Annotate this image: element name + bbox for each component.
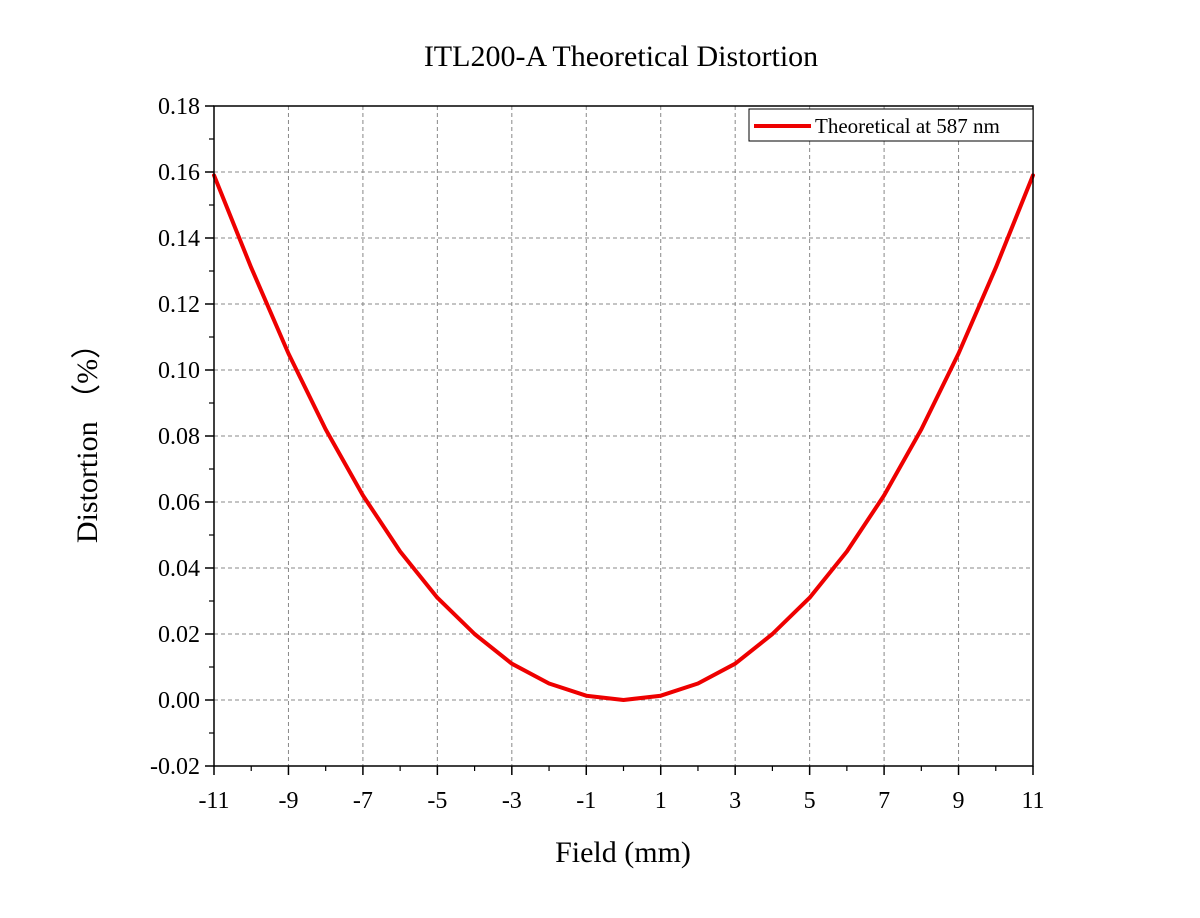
x-tick-label: 9 bbox=[953, 788, 965, 814]
x-tick-label: 7 bbox=[878, 788, 890, 814]
x-axis-label: Field (mm) bbox=[555, 836, 691, 869]
x-tick-label: -11 bbox=[198, 788, 229, 814]
x-tick-label: 3 bbox=[729, 788, 741, 814]
y-tick-labels: -0.02 0.00 0.02 0.04 0.06 0.08 0.10 0.12 0.14 0.1… bbox=[150, 94, 200, 780]
axis-ticks bbox=[205, 105, 1034, 775]
x-tick-labels: -11 -9 -7 -5 -3 -1 1 3 5 7 9 11 bbox=[198, 788, 1044, 814]
y-tick-label: -0.02 bbox=[150, 754, 200, 780]
x-tick-label: -5 bbox=[427, 788, 447, 814]
x-tick-label: -3 bbox=[502, 788, 522, 814]
x-tick-label: 5 bbox=[804, 788, 816, 814]
y-tick-label: 0.14 bbox=[158, 226, 200, 252]
y-tick-label: 0.06 bbox=[158, 490, 200, 516]
y-tick-label: 0.08 bbox=[158, 424, 200, 450]
y-tick-label: 0.18 bbox=[158, 94, 200, 120]
x-tick-label: -7 bbox=[353, 788, 373, 814]
chart-title: ITL200-A Theoretical Distortion bbox=[424, 40, 818, 73]
x-tick-label: -1 bbox=[576, 788, 596, 814]
y-tick-label: 0.10 bbox=[158, 358, 200, 384]
series-line-theoretical bbox=[212, 173, 1035, 702]
y-axis-label: Distortion （%） bbox=[71, 329, 104, 543]
y-tick-label: 0.00 bbox=[158, 688, 200, 714]
y-tick-label: 0.02 bbox=[158, 622, 200, 648]
legend: Theoretical at 587 nm bbox=[748, 108, 1034, 142]
x-tick-label: 1 bbox=[655, 788, 667, 814]
x-tick-label: -9 bbox=[278, 788, 298, 814]
y-tick-label: 0.12 bbox=[158, 292, 200, 318]
grid-lines bbox=[214, 106, 1033, 766]
x-tick-label: 11 bbox=[1021, 788, 1044, 814]
y-tick-label: 0.16 bbox=[158, 160, 200, 186]
series-layer bbox=[212, 173, 1035, 702]
legend-label: Theoretical at 587 nm bbox=[815, 114, 1000, 138]
y-tick-label: 0.04 bbox=[158, 556, 200, 582]
